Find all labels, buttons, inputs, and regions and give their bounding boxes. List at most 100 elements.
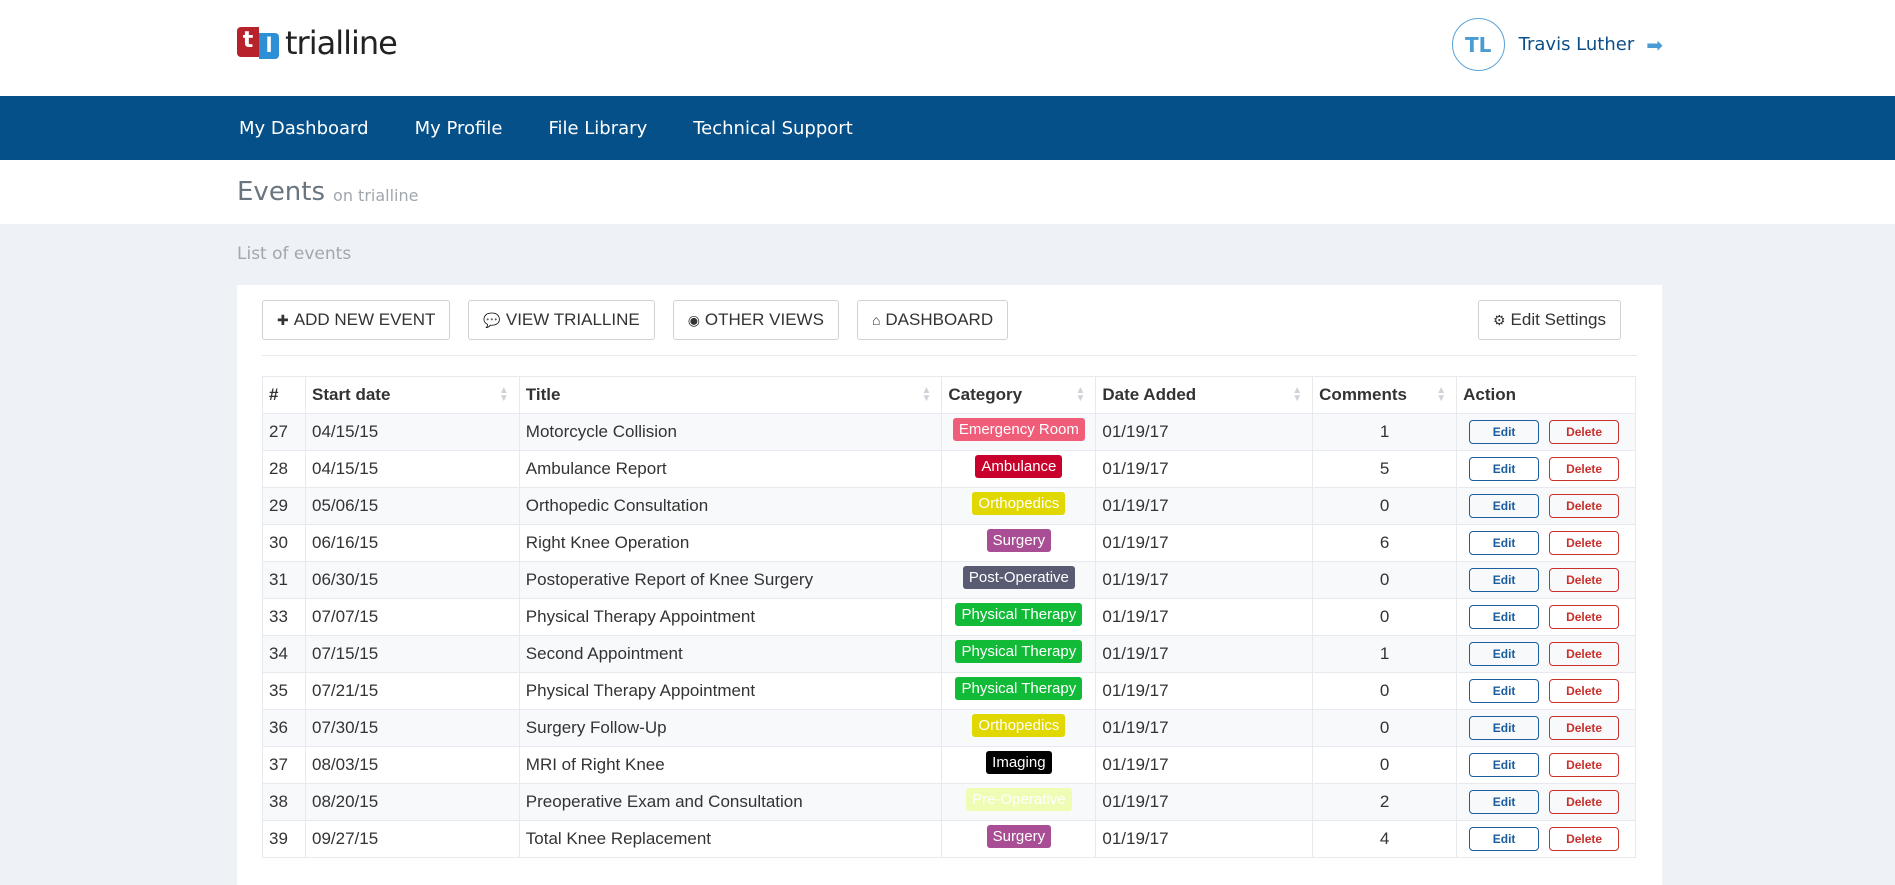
sort-icon[interactable]: ▲ ▼: [498, 385, 509, 404]
col-id[interactable]: #: [262, 376, 306, 414]
event-id: 36: [262, 709, 306, 747]
table-row[interactable]: 27 04/15/15 Motorcycle Collision Emergen…: [262, 413, 1636, 451]
dashboard-button[interactable]: ⌂ DASHBOARD: [856, 300, 1009, 340]
event-title: Ambulance Report: [518, 450, 943, 488]
table-row[interactable]: 38 08/20/15 Preoperative Exam and Consul…: [262, 783, 1636, 821]
nav-my-dashboard[interactable]: My Dashboard: [239, 117, 369, 139]
user-name[interactable]: Travis Luther: [1518, 34, 1635, 55]
category-cell: Orthopedics: [941, 487, 1097, 525]
event-id: 33: [262, 598, 306, 636]
table-row[interactable]: 33 07/07/15 Physical Therapy Appointment…: [262, 598, 1636, 636]
event-title: Physical Therapy Appointment: [518, 598, 943, 636]
sort-icon[interactable]: ▲ ▼: [921, 385, 932, 404]
table-row[interactable]: 31 06/30/15 Postoperative Report of Knee…: [262, 561, 1636, 599]
event-id: 30: [262, 524, 306, 562]
delete-button[interactable]: Delete: [1549, 568, 1620, 592]
delete-button[interactable]: Delete: [1549, 827, 1620, 851]
start-date: 06/16/15: [304, 524, 520, 562]
table-row[interactable]: 29 05/06/15 Orthopedic Consultation Orth…: [262, 487, 1636, 525]
category-cell: Ambulance: [941, 450, 1097, 488]
table-row[interactable]: 35 07/21/15 Physical Therapy Appointment…: [262, 672, 1636, 710]
event-title: Surgery Follow-Up: [518, 709, 943, 747]
edit-button[interactable]: Edit: [1469, 420, 1540, 444]
category-cell: Emergency Room: [941, 413, 1097, 451]
event-id: 28: [262, 450, 306, 488]
col-label: Start date: [311, 385, 391, 404]
logout-icon[interactable]: ➡: [1646, 32, 1663, 57]
delete-button[interactable]: Delete: [1549, 420, 1620, 444]
edit-button[interactable]: Edit: [1469, 642, 1540, 666]
edit-button[interactable]: Edit: [1469, 494, 1540, 518]
event-title: Postoperative Report of Knee Surgery: [518, 561, 943, 599]
nav-my-profile[interactable]: My Profile: [414, 117, 503, 139]
edit-button[interactable]: Edit: [1469, 679, 1540, 703]
nav-technical-support[interactable]: Technical Support: [693, 117, 853, 139]
col-title[interactable]: Title ▲ ▼: [518, 376, 943, 414]
comments-count: 0: [1312, 487, 1458, 525]
delete-button[interactable]: Delete: [1549, 494, 1620, 518]
edit-settings-button[interactable]: ⚙ Edit Settings: [1477, 300, 1621, 340]
col-date-added[interactable]: Date Added ▲ ▼: [1095, 376, 1314, 414]
page-title: Events: [237, 177, 326, 207]
comments-icon: 💬: [483, 311, 501, 328]
col-comments[interactable]: Comments ▲ ▼: [1312, 376, 1458, 414]
edit-button[interactable]: Edit: [1469, 716, 1540, 740]
delete-button[interactable]: Delete: [1549, 531, 1620, 555]
category-badge: Ambulance: [975, 455, 1063, 478]
toolbar: ✚ ADD NEW EVENT 💬 VIEW TRIALLINE ◉ OTHER VI…: [262, 300, 1637, 356]
actions-cell: Edit Delete: [1456, 820, 1636, 858]
comments-count: 0: [1312, 709, 1458, 747]
date-added: 01/19/17: [1095, 635, 1314, 673]
category-badge: Physical Therapy: [955, 603, 1083, 626]
edit-button[interactable]: Edit: [1469, 531, 1540, 555]
event-title: Motorcycle Collision: [518, 413, 943, 451]
delete-button[interactable]: Delete: [1549, 790, 1620, 814]
logo-text: trialline: [285, 24, 398, 62]
eye-icon: ◉: [687, 311, 700, 328]
col-start-date[interactable]: Start date ▲ ▼: [304, 376, 520, 414]
table-row[interactable]: 28 04/15/15 Ambulance Report Ambulance 0…: [262, 450, 1636, 488]
edit-button[interactable]: Edit: [1469, 568, 1540, 592]
event-id: 38: [262, 783, 306, 821]
delete-button[interactable]: Delete: [1549, 457, 1620, 481]
table-row[interactable]: 30 06/16/15 Right Knee Operation Surgery…: [262, 524, 1636, 562]
logo-t: t: [237, 27, 259, 57]
edit-button[interactable]: Edit: [1469, 753, 1540, 777]
col-label: Category: [948, 385, 1023, 404]
sort-icon[interactable]: ▲ ▼: [1075, 385, 1086, 404]
sort-icon[interactable]: ▲ ▼: [1292, 385, 1303, 404]
edit-button[interactable]: Edit: [1469, 457, 1540, 481]
date-added: 01/19/17: [1095, 783, 1314, 821]
event-id: 37: [262, 746, 306, 784]
category-badge: Surgery: [986, 529, 1052, 552]
avatar[interactable]: TL: [1451, 18, 1505, 71]
actions-cell: Edit Delete: [1456, 450, 1636, 488]
table-row[interactable]: 39 09/27/15 Total Knee Replacement Surge…: [262, 820, 1636, 858]
delete-button[interactable]: Delete: [1549, 679, 1620, 703]
delete-button[interactable]: Delete: [1549, 642, 1620, 666]
date-added: 01/19/17: [1095, 487, 1314, 525]
table-row[interactable]: 34 07/15/15 Second Appointment Physical …: [262, 635, 1636, 673]
edit-button[interactable]: Edit: [1469, 790, 1540, 814]
edit-button[interactable]: Edit: [1469, 827, 1540, 851]
category-cell: Imaging: [941, 746, 1097, 784]
event-title: Physical Therapy Appointment: [518, 672, 943, 710]
nav-file-library[interactable]: File Library: [548, 117, 648, 139]
other-views-button[interactable]: ◉ OTHER VIEWS: [672, 300, 839, 340]
col-label: Date Added: [1102, 385, 1197, 404]
add-new-event-button[interactable]: ✚ ADD NEW EVENT: [262, 300, 451, 340]
col-label: #: [269, 385, 279, 404]
delete-button[interactable]: Delete: [1549, 753, 1620, 777]
delete-button[interactable]: Delete: [1549, 716, 1620, 740]
col-category[interactable]: Category ▲ ▼: [941, 376, 1097, 414]
table-row[interactable]: 37 08/03/15 MRI of Right Knee Imaging 01…: [262, 746, 1636, 784]
table-row[interactable]: 36 07/30/15 Surgery Follow-Up Orthopedic…: [262, 709, 1636, 747]
start-date: 04/15/15: [304, 450, 520, 488]
view-trialline-button[interactable]: 💬 VIEW TRIALLINE: [468, 300, 655, 340]
edit-button[interactable]: Edit: [1469, 605, 1540, 629]
delete-button[interactable]: Delete: [1549, 605, 1620, 629]
comments-count: 0: [1312, 561, 1458, 599]
actions-cell: Edit Delete: [1456, 746, 1636, 784]
sort-icon[interactable]: ▲ ▼: [1436, 385, 1447, 404]
